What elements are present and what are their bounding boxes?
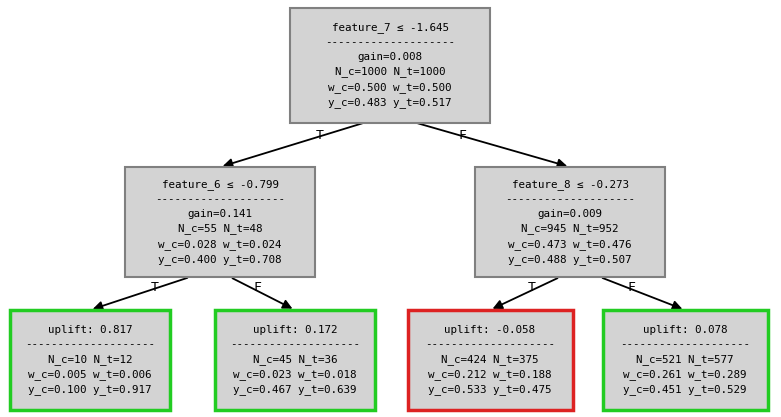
FancyBboxPatch shape [475, 167, 665, 277]
FancyBboxPatch shape [215, 310, 375, 410]
Text: uplift: 0.817
--------------------
N_c=10 N_t=12
w_c=0.005 w_t=0.006
y_c=0.100 y: uplift: 0.817 -------------------- N_c=1… [25, 325, 155, 395]
FancyBboxPatch shape [10, 310, 170, 410]
FancyBboxPatch shape [408, 310, 572, 410]
Text: T: T [316, 129, 324, 142]
Text: F: F [458, 129, 466, 142]
FancyBboxPatch shape [602, 310, 768, 410]
Text: F: F [253, 281, 262, 294]
Text: uplift: 0.078
--------------------
N_c=521 N_t=577
w_c=0.261 w_t=0.289
y_c=0.451: uplift: 0.078 -------------------- N_c=5… [620, 325, 750, 395]
Text: uplift: -0.058
--------------------
N_c=424 N_t=375
w_c=0.212 w_t=0.188
y_c=0.53: uplift: -0.058 -------------------- N_c=… [425, 325, 555, 395]
Text: F: F [628, 281, 636, 294]
Text: feature_7 ≤ -1.645
--------------------
gain=0.008
N_c=1000 N_t=1000
w_c=0.500 w: feature_7 ≤ -1.645 -------------------- … [325, 22, 455, 108]
Text: feature_8 ≤ -0.273
--------------------
gain=0.009
N_c=945 N_t=952
w_c=0.473 w_t: feature_8 ≤ -0.273 -------------------- … [505, 179, 635, 265]
Text: feature_6 ≤ -0.799
--------------------
gain=0.141
N_c=55 N_t=48
w_c=0.028 w_t=0: feature_6 ≤ -0.799 -------------------- … [155, 179, 285, 265]
Text: T: T [528, 281, 536, 294]
FancyBboxPatch shape [290, 8, 490, 123]
Text: uplift: 0.172
--------------------
N_c=45 N_t=36
w_c=0.023 w_t=0.018
y_c=0.467 y: uplift: 0.172 -------------------- N_c=4… [230, 325, 360, 395]
Text: T: T [151, 281, 159, 294]
FancyBboxPatch shape [125, 167, 315, 277]
